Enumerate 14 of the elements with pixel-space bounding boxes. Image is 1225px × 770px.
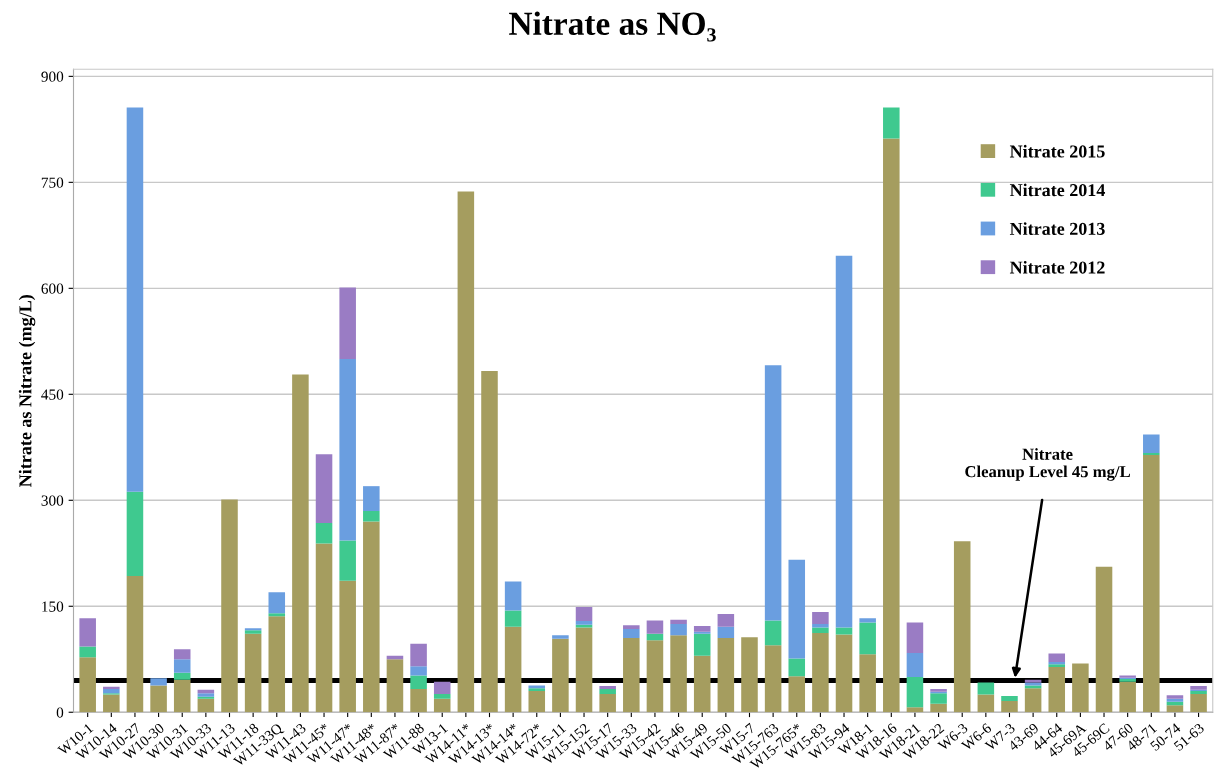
y-tick-label: 450	[41, 389, 64, 400]
y-axis-title: Nitrate as Nitrate (mg/L)	[18, 295, 36, 487]
legend-label: Nitrate 2015	[1009, 144, 1105, 158]
y-tick-label: 300	[41, 495, 64, 506]
y-tick-label: 750	[41, 177, 64, 188]
y-tick-label: 600	[41, 283, 64, 294]
y-tick-label: 900	[41, 71, 64, 82]
legend-label: Nitrate 2014	[1009, 183, 1106, 197]
legend-label: Nitrate 2013	[1009, 222, 1105, 235]
y-tick-label: 150	[42, 601, 64, 612]
chart-title: Nitrate as NO₃	[509, 11, 716, 42]
ref-line-label: Nitrate Cleanup Level 45 mg/L	[965, 448, 1130, 481]
legend-label: Nitrate 2012	[1009, 260, 1105, 274]
y-tick-label: 0	[56, 707, 64, 718]
